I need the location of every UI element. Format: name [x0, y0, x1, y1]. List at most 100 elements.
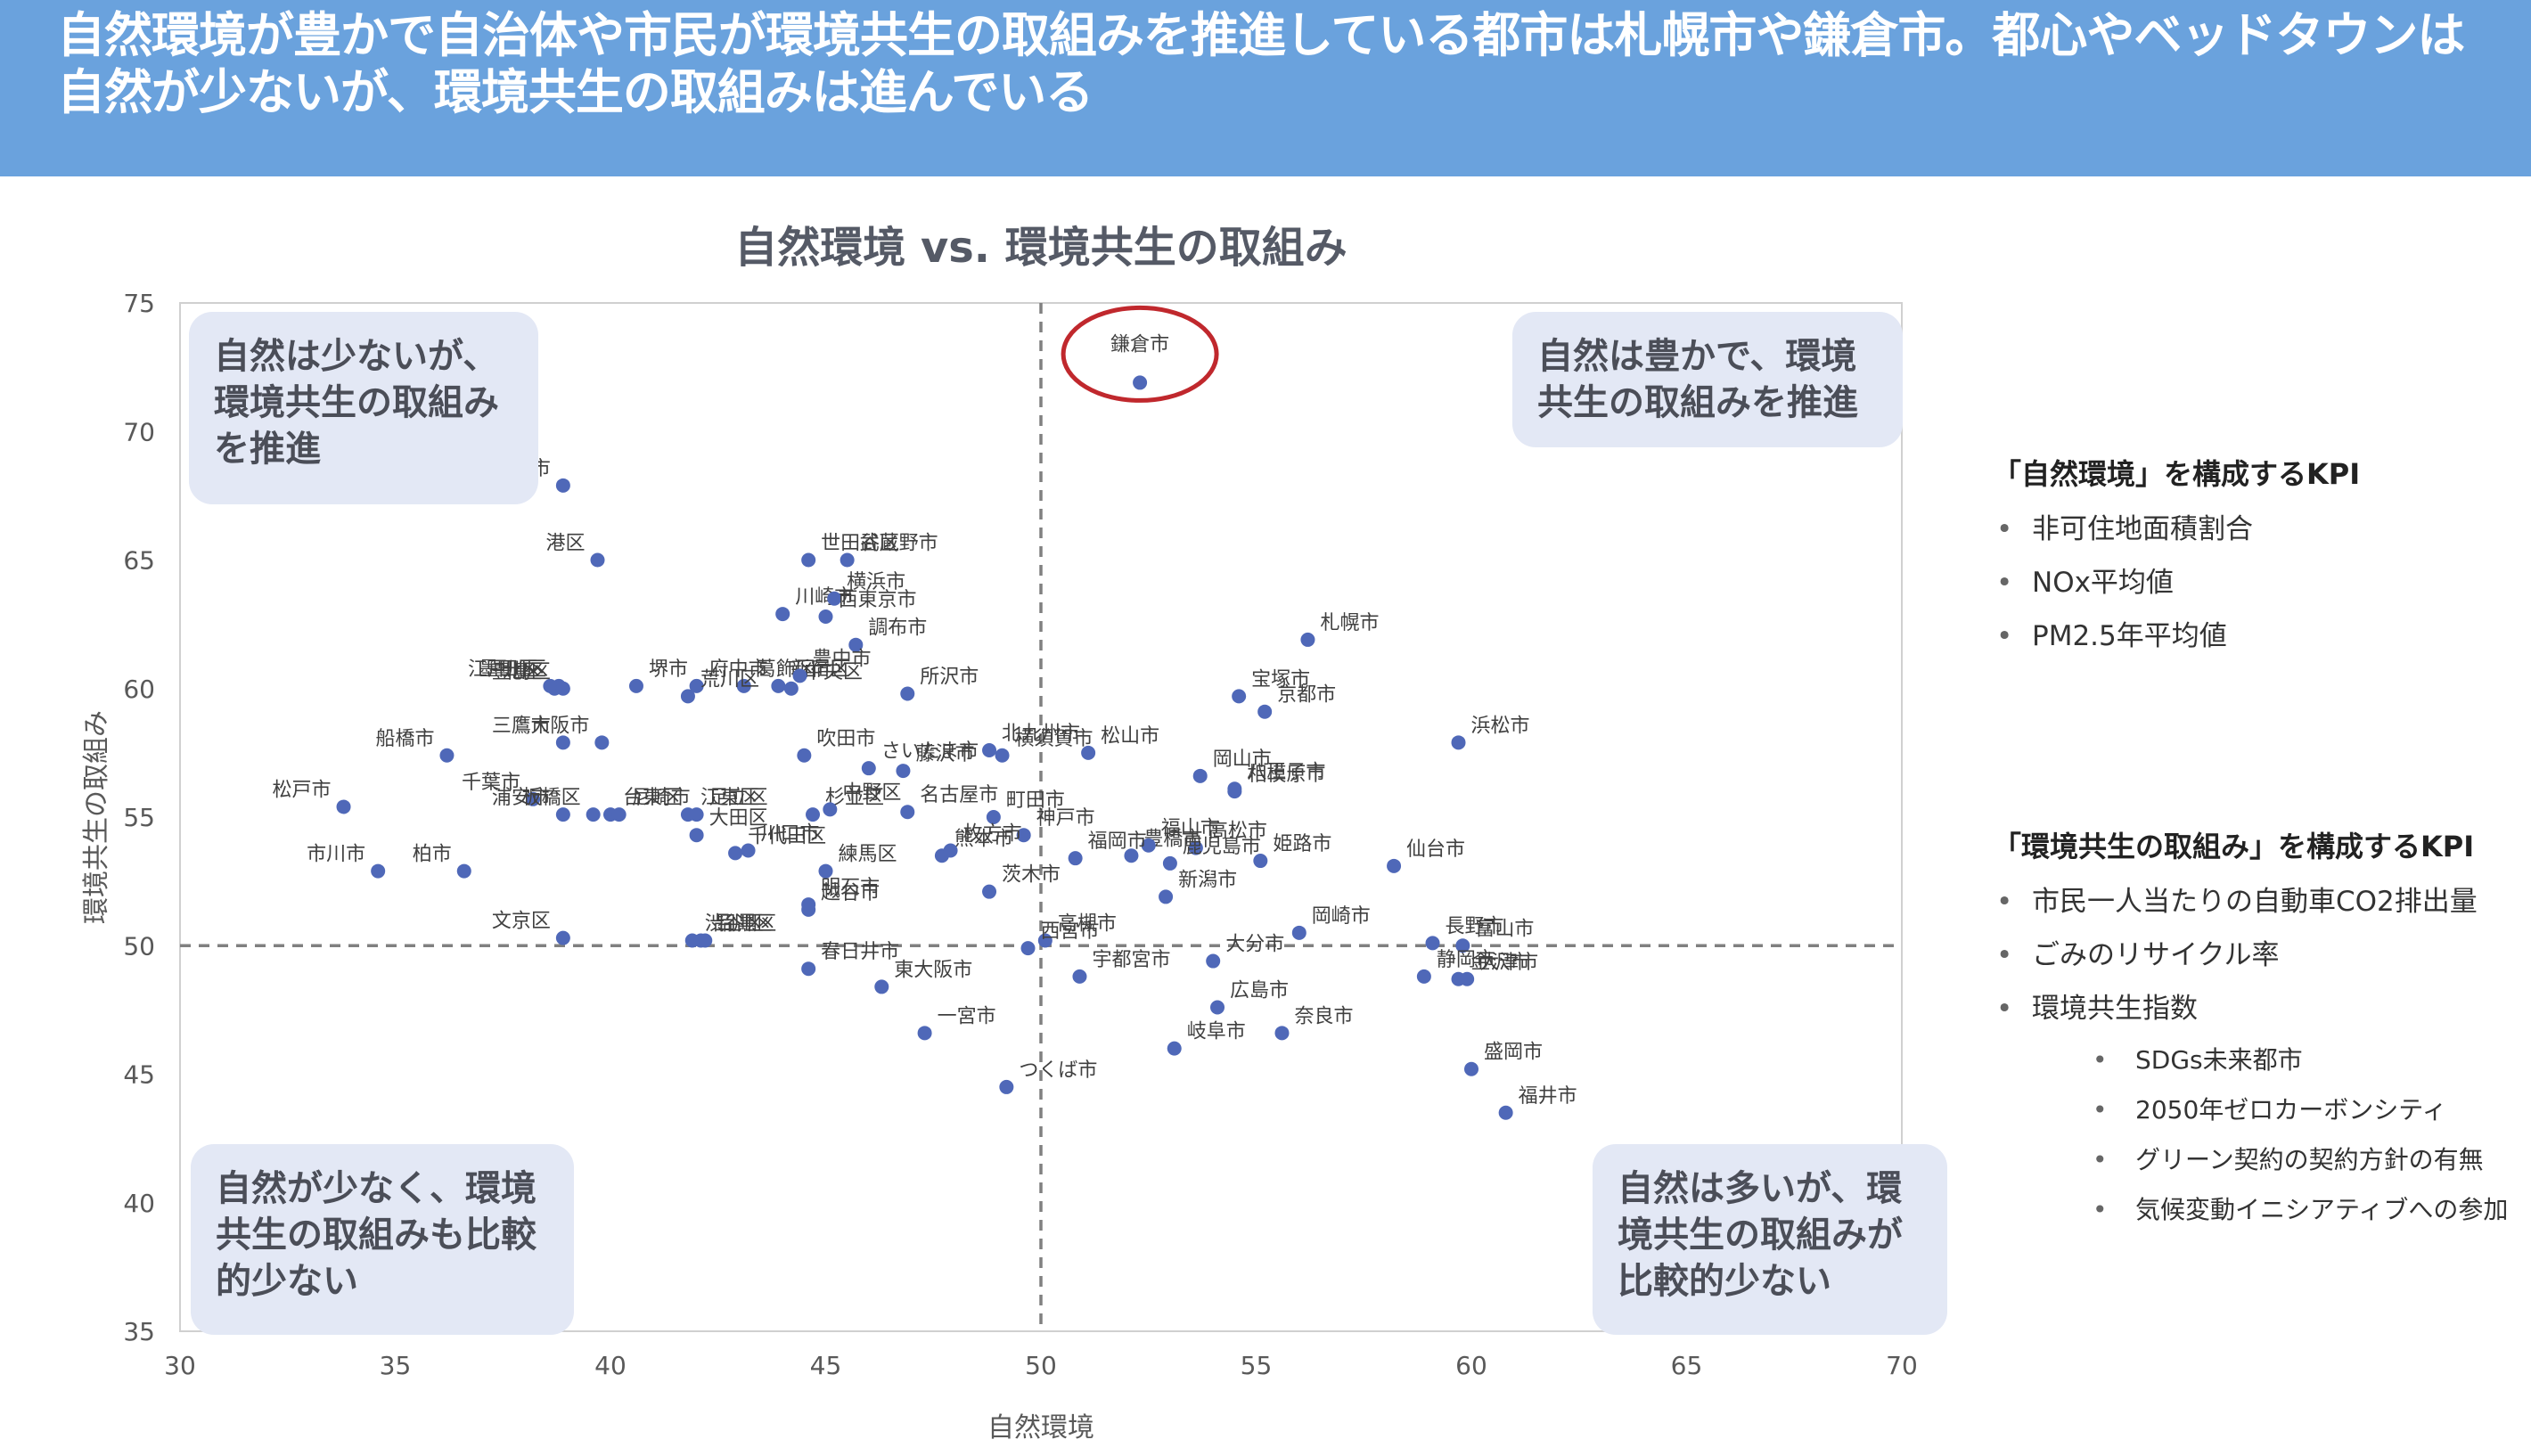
data-point [1451, 735, 1466, 750]
point-label: 松山市 [1101, 725, 1159, 748]
point-label: 吹田市 [816, 728, 875, 750]
data-point [555, 735, 570, 750]
point-label: 高槻市 [1058, 912, 1117, 935]
highlight-ellipse [1061, 305, 1219, 403]
kpi-env-subitem: SDGs未来都市 [1993, 1035, 2510, 1085]
data-point [1159, 889, 1174, 904]
x-tick-label: 45 [810, 1351, 842, 1380]
point-label: 渋谷区 [705, 912, 764, 935]
y-tick-label: 65 [123, 546, 155, 576]
kpi-env-list: 市民一人当たりの自動車CO2排出量 ごみのリサイクル率 環境共生指数 SDGs未… [1993, 875, 2510, 1235]
point-label: 藤沢市 [915, 743, 974, 765]
headline-line-2: 自然が少ないが、環境共生の取組みは進んでいる [57, 64, 1093, 120]
data-point [995, 748, 1010, 763]
y-tick-label: 50 [123, 931, 155, 961]
point-label: 浦安市 [492, 787, 551, 809]
data-point [689, 807, 704, 822]
point-label: 明石市 [821, 877, 880, 899]
data-point [1162, 855, 1177, 871]
kpi-env-title: 「環境共生の取組み」を構成するKPI [1993, 830, 2475, 863]
x-tick-label: 40 [594, 1351, 627, 1380]
data-point [797, 748, 812, 763]
y-axis-title: 環境共生の取組み [81, 710, 112, 924]
point-label: 茨木市 [1002, 864, 1061, 887]
kpi-env-item: ごみのリサイクル率 [1993, 928, 2510, 982]
point-label: 港区 [545, 533, 585, 555]
point-label: 尼崎市 [632, 787, 691, 809]
point-label: 足立区 [709, 787, 768, 809]
data-point [1167, 1041, 1182, 1056]
point-label: 墨田区 [479, 658, 537, 681]
data-point [801, 961, 816, 977]
data-point [1016, 828, 1031, 843]
data-point [555, 681, 570, 696]
point-label: 川崎市 [795, 586, 854, 609]
point-label: 三鷹市 [492, 715, 551, 737]
scatter-chart: 自然環境 vs. 環境共生の取組み 30 35 40 45 50 55 60 65 70 35 40 4… [81, 223, 1918, 1444]
point-label: 福岡市 [1088, 830, 1147, 853]
point-label: 府中市 [709, 658, 768, 681]
point-label: 福山市 [1161, 818, 1220, 840]
y-tick-label: 70 [123, 417, 155, 446]
point-label: 松戸市 [273, 779, 332, 801]
kpi-nature-list: 非可住地面積割合 NOx平均値 PM2.5年平均値 [1993, 503, 2510, 663]
point-label: 江東区 [700, 787, 759, 809]
x-tick-label: 35 [380, 1351, 412, 1380]
point-label: 西東京市 [839, 589, 917, 611]
data-point [698, 933, 713, 948]
y-tick-label: 45 [123, 1060, 155, 1090]
data-point [1291, 925, 1306, 940]
quadrant-label-top-left: 自然は少ないが、環境共生の取組みを推進 [189, 312, 538, 504]
point-label: 一宮市 [938, 1005, 996, 1027]
data-point [806, 807, 821, 822]
chart-title: 自然環境 vs. 環境共生の取組み [734, 223, 1347, 273]
point-label: 新潟市 [1178, 869, 1237, 891]
data-point [900, 805, 915, 820]
data-point [900, 686, 915, 701]
point-label: 板橋区 [522, 787, 581, 809]
point-label: 中野区 [842, 781, 901, 804]
y-tick-label: 55 [123, 803, 155, 832]
point-label: 岡崎市 [1312, 905, 1371, 928]
point-label: 富山市 [1475, 918, 1534, 940]
point-label: 武蔵野市 [860, 533, 938, 555]
point-label: 品川区 [713, 912, 772, 935]
data-point [594, 735, 610, 750]
data-point [1274, 1026, 1290, 1041]
point-label: 長野市 [1446, 915, 1504, 937]
point-label: 台東区 [623, 787, 682, 809]
data-point [1300, 632, 1315, 647]
data-point [555, 807, 570, 822]
kpi-env-subitem: グリーン契約の契約方針の有無 [1993, 1135, 2510, 1185]
point-label: 文京区 [492, 911, 551, 933]
headline: 自然環境が豊かで自治体や市民が環境共生の取組みを推進している都市は札幌市や鎌倉市… [57, 7, 2481, 121]
point-label: 盛岡市 [1484, 1042, 1543, 1064]
data-point [336, 799, 351, 814]
point-label: 船橋市 [375, 728, 434, 750]
y-tick-label: 40 [123, 1189, 155, 1218]
data-point [775, 607, 790, 622]
data-point [783, 681, 799, 696]
point-label: 中央区 [804, 661, 863, 683]
point-label: 春日井市 [821, 941, 899, 963]
headline-line-1: 自然環境が豊かで自治体や市民が環境共生の取組みを推進している都市は札幌市や鎌倉市… [57, 7, 2465, 63]
data-point [1387, 858, 1402, 873]
point-label: 大分市 [1225, 934, 1284, 956]
data-point [827, 591, 842, 606]
point-label: 広島市 [1230, 979, 1289, 1002]
point-label: 東大阪市 [894, 959, 972, 981]
data-point [999, 1079, 1014, 1094]
point-label: 八王子市 [1247, 761, 1325, 783]
data-point [1072, 969, 1087, 984]
data-point [1455, 938, 1470, 953]
data-point [1141, 838, 1156, 853]
data-point [840, 552, 855, 568]
data-point [917, 1026, 932, 1041]
data-point [736, 678, 751, 693]
point-label: 目黒区 [717, 912, 776, 935]
data-point [771, 678, 786, 693]
data-point [590, 552, 605, 568]
data-point [371, 863, 386, 879]
point-label: 荒川区 [700, 668, 759, 691]
point-label: 姫路市 [1273, 833, 1331, 855]
